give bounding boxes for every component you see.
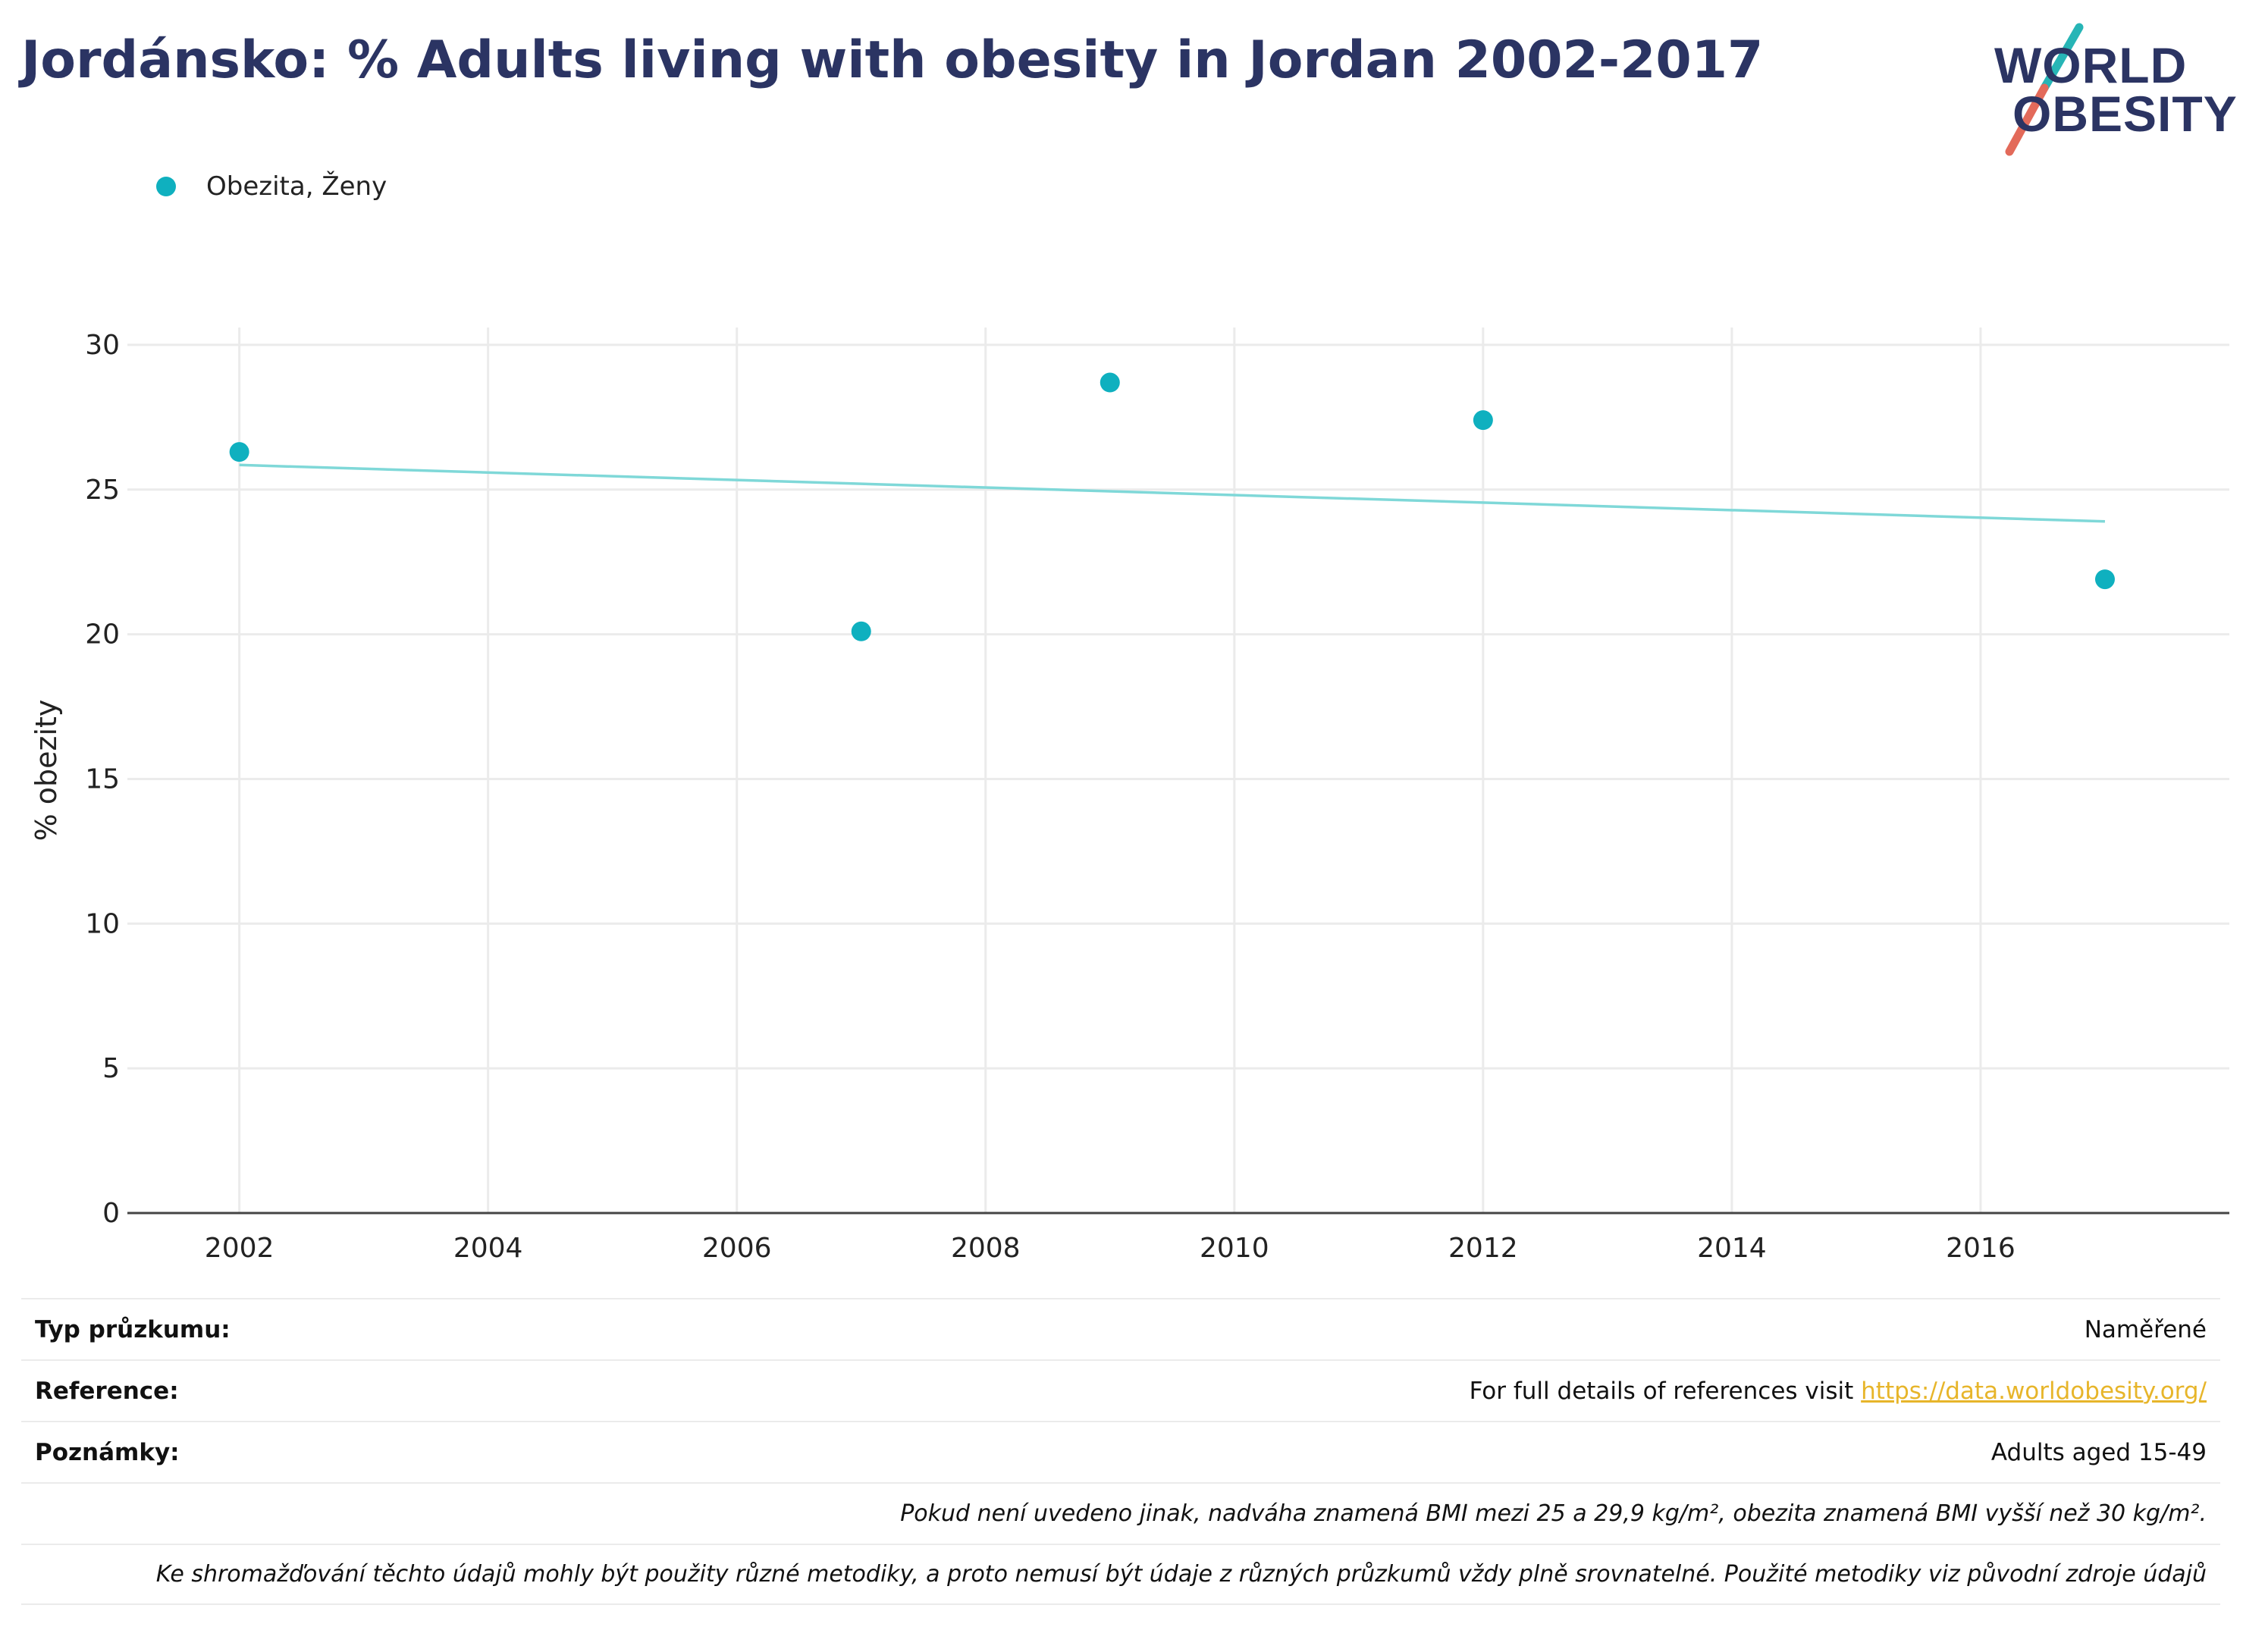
info-row-survey-type: Typ průzkumu: Naměřené — [21, 1298, 2220, 1359]
data-point — [1100, 372, 1120, 393]
reference-label: Reference: — [35, 1377, 179, 1405]
x-tick-label: 2008 — [951, 1233, 1021, 1264]
y-tick-label: 15 — [85, 763, 120, 795]
reference-link[interactable]: https://data.worldobesity.org/ — [1861, 1377, 2207, 1405]
logo-text-obesity: OBESITY — [2012, 86, 2238, 142]
legend-label: Obezita, Ženy — [206, 171, 387, 202]
legend-marker-icon — [156, 177, 176, 196]
y-tick-label: 30 — [85, 330, 120, 361]
y-tick-label: 20 — [85, 619, 120, 650]
bmi-note: Pokud není uvedeno jinak, nadváha znamen… — [900, 1500, 2207, 1527]
survey-type-value: Naměřené — [2084, 1315, 2207, 1343]
x-tick-label: 2014 — [1697, 1233, 1767, 1264]
logo-slash-icon — [2005, 23, 2084, 156]
notes-value: Adults aged 15-49 — [1990, 1438, 2207, 1466]
x-tick-label: 2006 — [702, 1233, 772, 1264]
y-tick-label: 0 — [102, 1198, 120, 1229]
info-row-notes: Poznámky: Adults aged 15-49 — [21, 1421, 2220, 1482]
survey-type-label: Typ průzkumu: — [35, 1315, 231, 1343]
trend-line — [239, 463, 2106, 523]
data-point — [851, 621, 871, 641]
reference-value: For full details of references visit htt… — [1470, 1378, 2207, 1405]
x-tick-label: 2002 — [205, 1233, 274, 1264]
info-table: Typ průzkumu: Naměřené Reference: For fu… — [21, 1298, 2220, 1605]
data-point — [1473, 410, 1493, 431]
y-tick-label: 10 — [85, 908, 120, 939]
x-tick-label: 2016 — [1946, 1233, 2016, 1264]
info-row-methods-note: Ke shromažďování těchto údajů mohly být … — [21, 1544, 2220, 1605]
chart-legend[interactable]: Obezita, Ženy — [156, 171, 387, 202]
logo-text-world: WORLD — [1994, 37, 2188, 93]
data-point — [229, 442, 249, 462]
x-tick-label: 2012 — [1448, 1233, 1518, 1264]
page-title: Jordánsko: % Adults living with obesity … — [21, 30, 1764, 90]
world-obesity-logo: WORLD OBESITY — [1972, 23, 2237, 159]
x-tick-label: 2004 — [453, 1233, 523, 1264]
data-point — [2094, 569, 2115, 590]
y-tick-label: 25 — [85, 475, 120, 506]
info-row-bmi-note: Pokud není uvedeno jinak, nadváha znamen… — [21, 1482, 2220, 1544]
y-axis-label: % obezity — [30, 700, 63, 842]
reference-text: For full details of references visit — [1469, 1377, 1862, 1405]
y-tick-label: 5 — [102, 1053, 120, 1084]
notes-label: Poznámky: — [35, 1438, 180, 1466]
methods-note: Ke shromažďování těchto údajů mohly být … — [155, 1561, 2207, 1588]
info-row-reference: Reference: For full details of reference… — [21, 1359, 2220, 1421]
x-tick-label: 2010 — [1200, 1233, 1269, 1264]
scatter-chart: 0 5 10 15 20 25 30 2002 2004 2006 2008 2010 2012 2014… — [30, 328, 2229, 1264]
